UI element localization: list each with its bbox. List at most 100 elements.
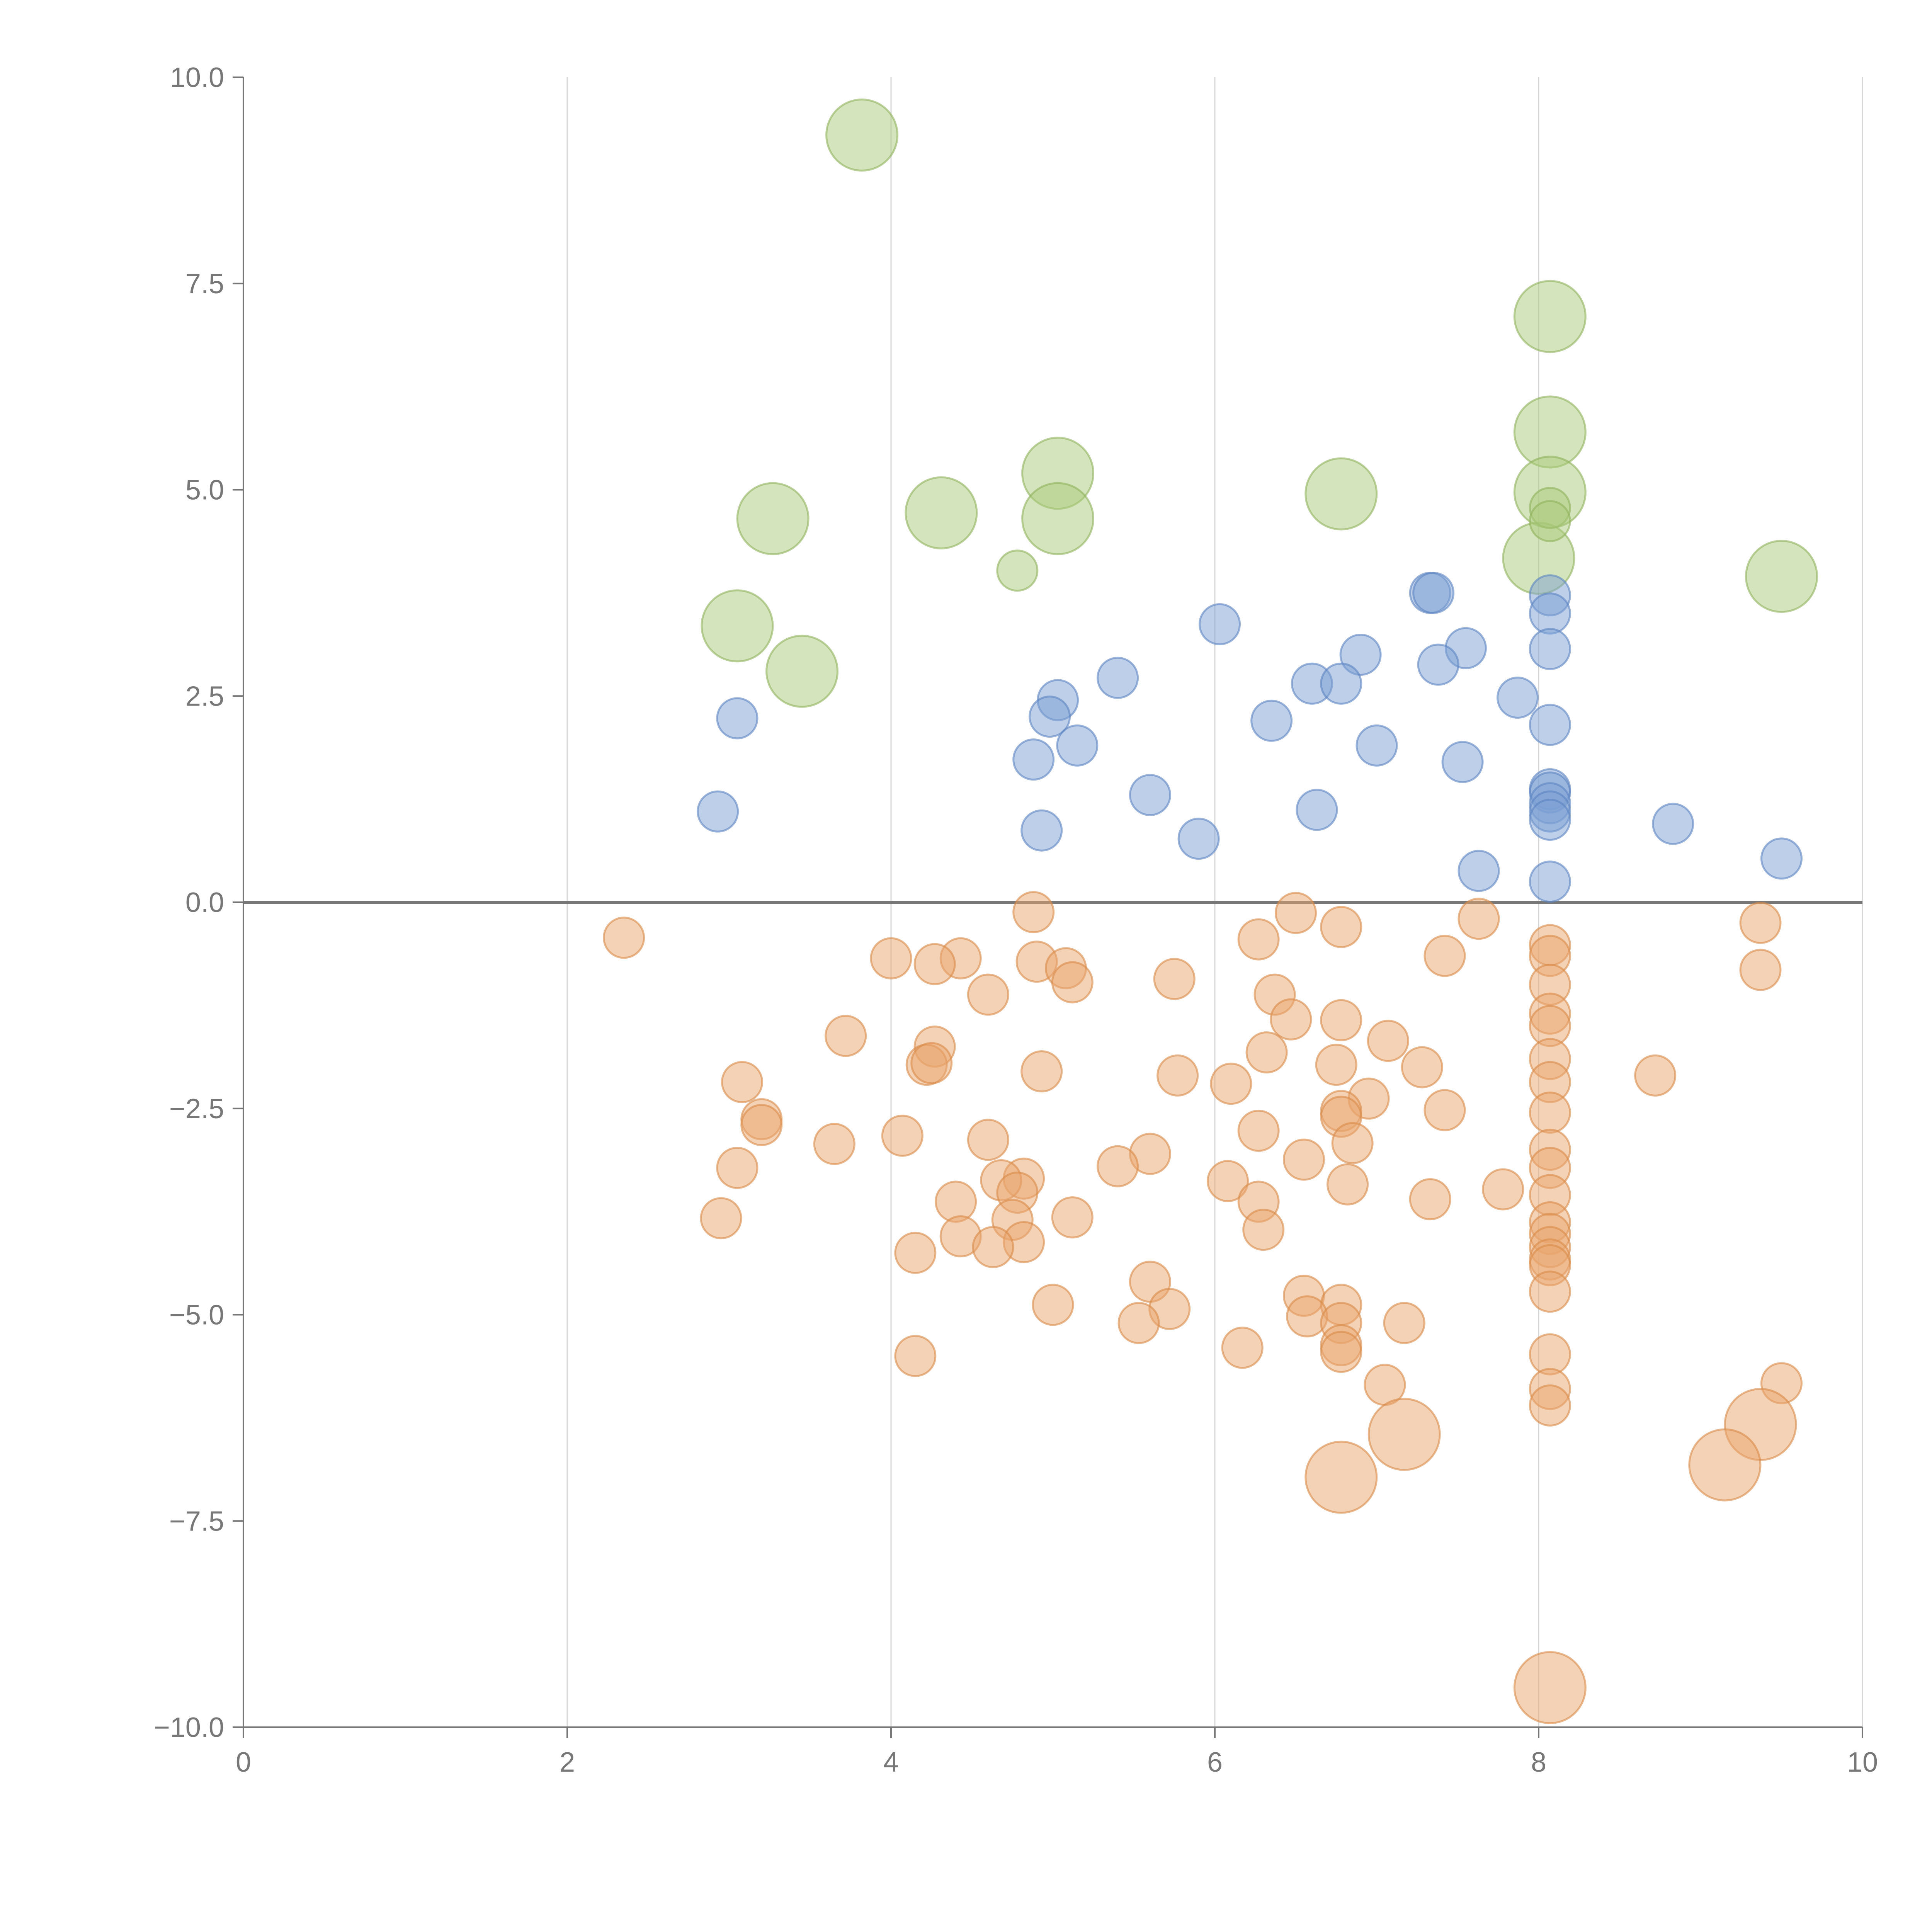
bubble-small-negative [1245,1031,1288,1074]
x-tick-label: 8 [1531,1747,1546,1778]
bubble-small-negative [603,917,645,959]
bubble-large-positive [736,482,810,555]
bubble-small-negative [721,1061,764,1103]
bubble-small-negative [1529,1270,1571,1313]
bubble-mid-positive [1529,861,1571,903]
bubble-small-negative [740,1104,783,1146]
bubble-mid-positive [1652,803,1694,845]
bubble-small-negative [1117,1302,1160,1344]
bubble-small-negative [1242,1209,1285,1251]
bubble-small-negative [894,1335,937,1377]
bubble-small-negative [1237,918,1280,961]
bubble-small-negative [1020,1050,1063,1093]
bubble-small-negative [1032,1284,1074,1326]
bubble-large-positive [1745,540,1818,613]
bubble-large-positive [765,634,839,708]
bubble-small-negative [1156,1054,1199,1097]
y-tick-label: 0.0 [185,887,224,918]
bubble-small-negative [1153,958,1196,1000]
bubble-small-negative [894,1231,937,1274]
bubble-large-negative [1367,1398,1441,1471]
x-tick-label: 6 [1207,1747,1223,1778]
bubble-small-negative [1423,1089,1466,1131]
bubble-small-negative [910,1042,953,1084]
bubble-small-negative [1221,1327,1264,1369]
bubble-small-negative [967,973,1009,1016]
bubble-small-negative [700,1197,742,1240]
bubble-mid-positive [1056,724,1099,767]
bubble-mid-positive [1097,656,1139,699]
bubble-small-negative [1012,891,1055,934]
bubble-mid-positive [1296,789,1338,831]
bubble-small-negative [825,1015,867,1057]
y-tick-label: −5.0 [169,1300,224,1331]
bubble-mid-positive [1412,571,1455,614]
bubble-small-negative [967,1119,1009,1161]
bubble-small-negative [1482,1168,1524,1211]
bubble-small-negative [1097,1145,1139,1187]
bubble-mid-positive [1529,704,1571,746]
bubble-small-negative [1315,1044,1357,1086]
bubble-layer [603,98,1818,1725]
axis-layer: 10.0 7.5 5.0 2.5 0.0 −2.5 −5.0 −7.5 −10.0 0 2 4 6 8 10 [154,62,1878,1778]
bubble-small-negative [1327,1163,1369,1206]
bubble-large-positive [701,589,774,663]
bubble-mid-positive [1529,799,1571,841]
bubble-small-negative [1458,898,1500,940]
y-tick-label: 7.5 [185,269,224,299]
bubble-large-positive [1513,280,1587,353]
bubble-mid-positive [1529,592,1571,635]
bubble-small-negative [1367,1020,1409,1062]
bubble-small-negative [1409,1178,1451,1221]
y-tick-label: −7.5 [169,1506,224,1537]
bubble-mid-positive [697,790,739,833]
bubble-large-positive [1304,457,1378,531]
bubble-large-positive [905,476,978,549]
bubble-mid-positive [1529,628,1571,670]
bubble-small-negative [913,943,956,985]
bubble-small-positive [1529,500,1571,543]
bubble-small-negative [1401,1046,1443,1088]
x-tick-label: 2 [560,1747,575,1778]
bubble-mid-positive [1355,724,1398,767]
bubble-small-negative [1383,1302,1425,1344]
bubble-small-negative [1051,961,1094,1003]
bubble-mid-positive [1020,809,1063,852]
bubble-small-negative [1529,1384,1571,1427]
bubble-small-negative [1423,935,1466,977]
bubble-small-negative [1237,1109,1280,1152]
y-tick-label: 2.5 [185,681,224,712]
bubble-small-negative [935,1180,977,1223]
bubble-large-negative [1688,1428,1762,1502]
bubble-small-negative [1529,1091,1571,1134]
bubble-small-negative [870,937,912,980]
bubble-small-negative [881,1114,923,1157]
bubble-mid-positive [1320,662,1362,705]
bubble-large-positive [825,98,899,172]
y-tick-label: −10.0 [154,1712,224,1743]
bubble-small-negative [1739,901,1782,944]
bubble-mid-positive [1497,677,1539,719]
bubble-mid-positive [716,697,759,740]
bubble-mid-positive [1250,699,1293,742]
bubble-large-negative [1304,1440,1378,1514]
bubble-small-negative [1739,949,1782,991]
bubble-mid-positive [1029,696,1071,738]
bubble-large-positive [1021,482,1095,555]
bubble-small-negative [1320,906,1362,948]
bubble-small-negative [972,1226,1014,1268]
bubble-mid-positive [1199,603,1241,646]
y-tick-label: 10.0 [170,62,224,93]
bubble-small-negative [813,1123,855,1165]
bubble-small-negative [1282,1138,1325,1181]
bubble-small-negative [1207,1160,1249,1202]
y-tick-label: −2.5 [169,1094,224,1124]
x-tick-label: 4 [883,1747,899,1778]
bubble-mid-positive [1012,738,1055,781]
y-tick-label: 5.0 [185,475,224,506]
bubble-small-negative [1634,1054,1677,1097]
bubble-mid-positive [1177,818,1220,860]
bubble-small-negative [1210,1063,1252,1105]
